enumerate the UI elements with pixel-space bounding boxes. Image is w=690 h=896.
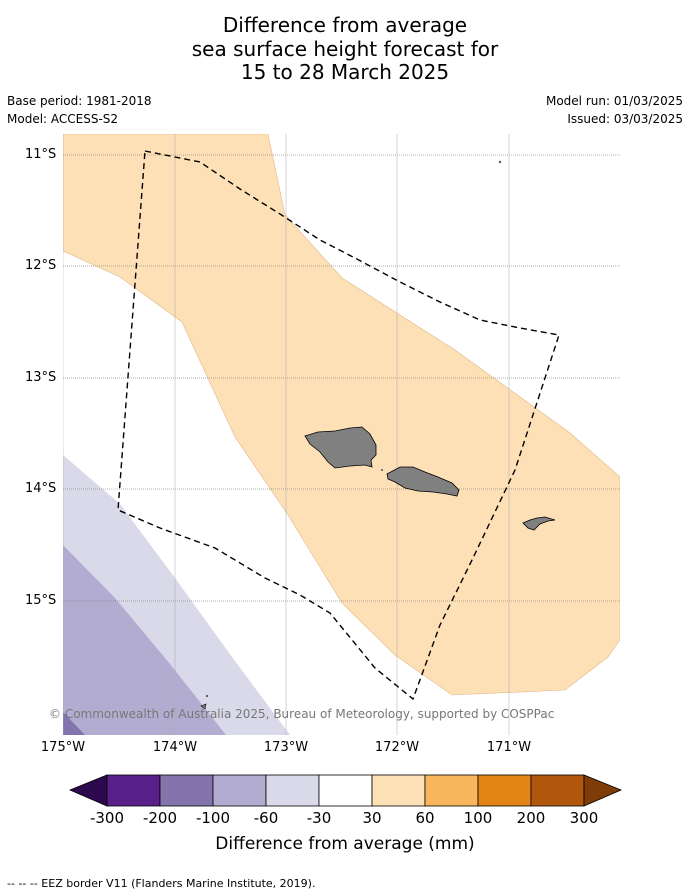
colorbar-label-7: 60	[415, 809, 435, 827]
eez-border	[117, 150, 560, 701]
anomaly-region-30-60	[63, 134, 620, 696]
tutuila-island	[522, 516, 556, 531]
title-line-2: sea surface height forecast for	[191, 36, 499, 61]
base-period-text: Base period: 1981-2018	[7, 94, 152, 108]
islet-southwest	[200, 703, 207, 710]
model-run-text: Model run: 01/03/2025	[545, 94, 683, 108]
issued-text: Issued: 03/03/2025	[567, 112, 683, 126]
colorbar-segment-over	[583, 774, 623, 807]
savaii-island	[304, 426, 377, 469]
islet-swains	[498, 160, 502, 164]
colorbar-segment-9	[530, 774, 585, 807]
copyright-notice: © Commonwealth of Australia 2025, Bureau…	[49, 707, 555, 721]
colorbar-label-10: 300	[569, 809, 599, 827]
colorbar-segment-8	[477, 774, 532, 807]
lat-label-15s: 15°S	[25, 593, 57, 608]
colorbar	[68, 774, 623, 807]
lon-label-175w: 175°W	[40, 740, 86, 755]
gridlines	[63, 134, 620, 735]
lon-label-171w: 171°W	[486, 740, 532, 755]
colorbar-segment-5	[318, 774, 373, 807]
colorbar-title: Difference from average (mm)	[215, 834, 475, 854]
anomaly-region-minus-60-100	[63, 545, 226, 735]
anomaly-region-minus-100-200	[63, 712, 85, 735]
colorbar-label-1: -300	[89, 809, 125, 827]
lat-label-12s: 12°S	[25, 258, 57, 273]
eez-footnote: -- -- -- EEZ border V11 (Flanders Marine…	[7, 877, 316, 890]
lat-label-11s: 11°S	[25, 147, 57, 162]
colorbar-label-2: -200	[142, 809, 178, 827]
colorbar-segment-2	[159, 774, 214, 807]
colorbar-segment-7	[424, 774, 479, 807]
title-line-1: Difference from average	[222, 13, 468, 37]
lat-label-13s: 13°S	[25, 370, 57, 385]
colorbar-label-4: -60	[253, 809, 279, 827]
colorbar-label-8: 100	[463, 809, 493, 827]
islet-apolima	[381, 469, 383, 471]
colorbar-segment-1	[106, 774, 161, 807]
colorbar-label-9: 200	[516, 809, 546, 827]
islet-southwest-2	[206, 695, 208, 697]
colorbar-segment-under	[68, 774, 108, 807]
colorbar-segment-3	[212, 774, 267, 807]
map-plot-area	[63, 134, 620, 735]
colorbar-segment-6	[371, 774, 426, 807]
colorbar-label-6: 30	[362, 809, 382, 827]
lon-label-174w: 174°W	[152, 740, 198, 755]
lon-label-173w: 173°W	[263, 740, 309, 755]
map-title: Difference from average sea surface heig…	[0, 13, 690, 85]
title-line-3: 15 to 28 March 2025	[240, 60, 450, 84]
colorbar-label-5: -30	[306, 809, 332, 827]
lat-label-14s: 14°S	[25, 481, 57, 496]
upolu-island	[386, 466, 460, 497]
colorbar-label-3: -100	[195, 809, 231, 827]
model-text: Model: ACCESS-S2	[7, 112, 119, 126]
colorbar-segment-4	[265, 774, 320, 807]
lon-label-172w: 172°W	[374, 740, 420, 755]
